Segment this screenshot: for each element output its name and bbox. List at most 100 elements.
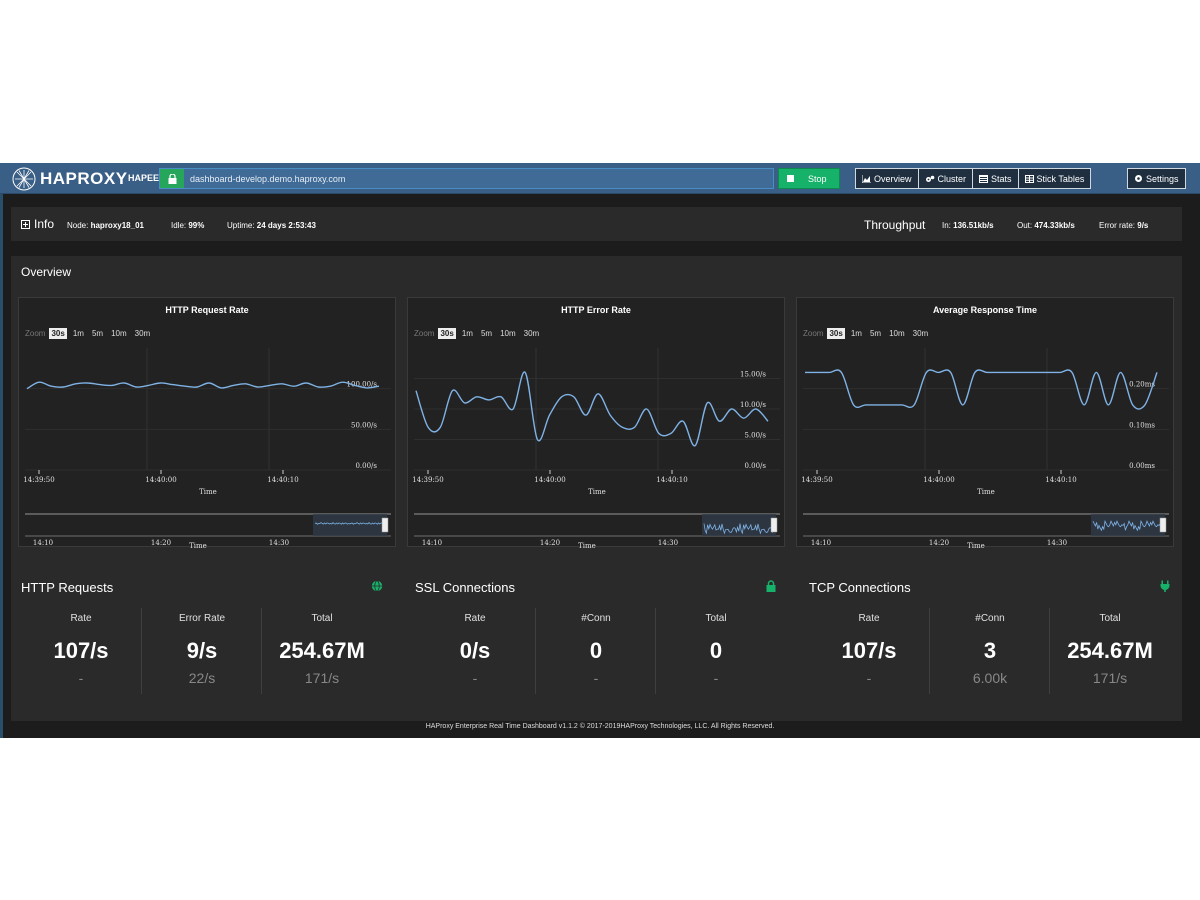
navigator-axis-title: Time bbox=[189, 542, 207, 548]
x-tick-label: 14:39:50 bbox=[801, 476, 832, 484]
stat-subvalue: - bbox=[713, 670, 719, 686]
panel-title: SSL Connections bbox=[415, 580, 515, 595]
navigator-series bbox=[1092, 519, 1165, 532]
chart-plot: 100.00/s 50.00/s 0.00/s 14:39:50 14:40:00 14:… bbox=[23, 348, 391, 548]
navigator-tick-label: 14:30 bbox=[658, 539, 678, 547]
navigator-tick-label: 14:10 bbox=[33, 539, 53, 547]
y-tick-label: 0.00/s bbox=[744, 462, 766, 470]
list-icon bbox=[979, 174, 989, 183]
zoom-button-1m[interactable]: 1m bbox=[72, 329, 84, 338]
zoom-button-10m[interactable]: 10m bbox=[889, 329, 905, 338]
panel-title: HTTP Requests bbox=[21, 580, 114, 595]
zoom-button-5m[interactable]: 5m bbox=[869, 329, 882, 338]
navigator-series bbox=[703, 523, 776, 535]
nav-stats-button[interactable]: Stats bbox=[972, 168, 1019, 189]
zoom-button-30s[interactable]: 30s bbox=[49, 328, 67, 339]
footer-text: HAProxy Enterprise Real Time Dashboard v… bbox=[425, 723, 775, 730]
navigator-tick-label: 14:10 bbox=[422, 539, 442, 547]
navigator-tick-label: 14:20 bbox=[540, 539, 560, 547]
stop-button[interactable]: Stop bbox=[778, 168, 840, 189]
chart-title: Average Response Time bbox=[932, 305, 1038, 315]
url-text: dashboard-develop.demo.haproxy.com bbox=[190, 173, 346, 184]
info-toggle[interactable]: Info bbox=[21, 217, 54, 231]
stat-column: #Conn 0 - bbox=[536, 608, 656, 694]
settings-label: Settings bbox=[1146, 173, 1179, 184]
stat-label: #Conn bbox=[975, 613, 1005, 624]
navigator-tick-label: 14:20 bbox=[929, 539, 949, 547]
x-tick-label: 14:40:00 bbox=[534, 476, 565, 484]
in-label: In: bbox=[942, 221, 951, 230]
settings-group: Settings bbox=[1127, 168, 1186, 189]
zoom-button-1m[interactable]: 1m bbox=[461, 329, 473, 338]
zoom-button-5m[interactable]: 5m bbox=[480, 329, 493, 338]
x-tick-label: 14:40:10 bbox=[656, 476, 687, 484]
settings-button[interactable]: Settings bbox=[1127, 168, 1186, 189]
zoom-button-30m[interactable]: 30m bbox=[134, 329, 151, 338]
table-icon bbox=[1024, 174, 1034, 183]
nav-stick-tables-button[interactable]: Stick Tables bbox=[1017, 168, 1092, 189]
haproxy-logo[interactable]: HAPROXY bbox=[12, 167, 128, 191]
ssl-connections-panel: SSL Connections Rate 0/s - #Conn 0 - Total 0 - bbox=[405, 570, 787, 713]
zoom-controls: Zoom 30s 1m 5m 10m 30m bbox=[803, 328, 930, 339]
navigator-selection[interactable] bbox=[702, 514, 776, 536]
column-divider bbox=[141, 608, 142, 694]
zoom-button-10m[interactable]: 10m bbox=[500, 329, 516, 338]
tcp-connections-panel: TCP Connections Rate 107/s - #Conn 3 6.00k Tot… bbox=[799, 570, 1181, 713]
zoom-button-5m[interactable]: 5m bbox=[91, 329, 104, 338]
zoom-button-30m[interactable]: 30m bbox=[523, 329, 540, 338]
stat-column: Rate 0/s - bbox=[415, 608, 535, 694]
zoom-button-30s[interactable]: 30s bbox=[827, 328, 845, 339]
x-tick-label: 14:40:10 bbox=[1045, 476, 1076, 484]
stat-value: 254.67M bbox=[279, 638, 365, 663]
hapee-label: HAPEE: bbox=[128, 173, 163, 183]
nav-cluster-button[interactable]: Cluster bbox=[917, 168, 974, 189]
stat-subvalue: - bbox=[78, 670, 84, 686]
nav-overview-button[interactable]: Overview bbox=[855, 168, 919, 189]
error-rate-value: 9/s bbox=[1137, 221, 1149, 230]
stat-column: Total 0 - bbox=[656, 608, 776, 694]
stat-column: #Conn 3 6.00k bbox=[930, 608, 1050, 694]
zoom-button-10m[interactable]: 10m bbox=[111, 329, 127, 338]
stat-value: 0/s bbox=[459, 638, 491, 663]
x-tick-label: 14:39:50 bbox=[412, 476, 443, 484]
stat-label: Rate bbox=[858, 613, 880, 624]
average-response-time-chart: Average Response Time Zoom 30s 1m 5m 10m 30m 0.… bbox=[796, 297, 1174, 548]
stat-label: #Conn bbox=[581, 613, 611, 624]
zoom-button-1m[interactable]: 1m bbox=[850, 329, 862, 338]
column-divider bbox=[1049, 608, 1050, 694]
throughput-title: Throughput bbox=[864, 218, 926, 232]
x-tick-label: 14:40:10 bbox=[267, 476, 298, 484]
y-tick-label: 0.00/s bbox=[355, 462, 377, 470]
navigator-handle[interactable] bbox=[381, 517, 389, 533]
navigator-tick-label: 14:30 bbox=[1047, 539, 1067, 547]
navigator-handle[interactable] bbox=[770, 517, 778, 533]
y-tick-label: 100.00/s bbox=[347, 381, 378, 389]
y-tick-label: 50.00/s bbox=[351, 421, 377, 429]
lock-icon bbox=[160, 169, 184, 188]
navigator-tick-label: 14:30 bbox=[269, 539, 289, 547]
navigator-axis-title: Time bbox=[578, 542, 596, 548]
navigator-handle[interactable] bbox=[1159, 517, 1167, 533]
globe-icon bbox=[371, 580, 383, 592]
nav-overview-label: Overview bbox=[874, 173, 912, 184]
stop-label: Stop bbox=[808, 173, 827, 184]
x-tick-label: 14:39:50 bbox=[23, 476, 54, 484]
zoom-label: Zoom bbox=[25, 329, 46, 338]
uptime-label: Uptime: bbox=[227, 221, 255, 230]
navigator-selection[interactable] bbox=[313, 514, 387, 536]
out-label: Out: bbox=[1017, 221, 1033, 230]
stat-subvalue: - bbox=[593, 670, 599, 686]
zoom-button-30s[interactable]: 30s bbox=[438, 328, 456, 339]
plug-icon bbox=[1160, 580, 1170, 592]
zoom-controls: Zoom 30s 1m 5m 10m 30m bbox=[414, 328, 541, 339]
stat-label: Total bbox=[311, 613, 333, 624]
column-divider bbox=[655, 608, 656, 694]
stat-value: 107/s bbox=[53, 638, 109, 663]
idle-value: 99% bbox=[188, 221, 205, 230]
node-value: haproxy18_01 bbox=[90, 221, 144, 230]
url-field[interactable]: dashboard-develop.demo.haproxy.com bbox=[159, 168, 774, 189]
zoom-button-30m[interactable]: 30m bbox=[912, 329, 929, 338]
out-stat: Out: 474.33kb/s bbox=[1017, 221, 1075, 230]
http-error-rate-chart: HTTP Error Rate Zoom 30s 1m 5m 10m 30m 15.00/s 1… bbox=[407, 297, 785, 548]
stat-column: Error Rate 9/s 22/s bbox=[142, 608, 262, 694]
